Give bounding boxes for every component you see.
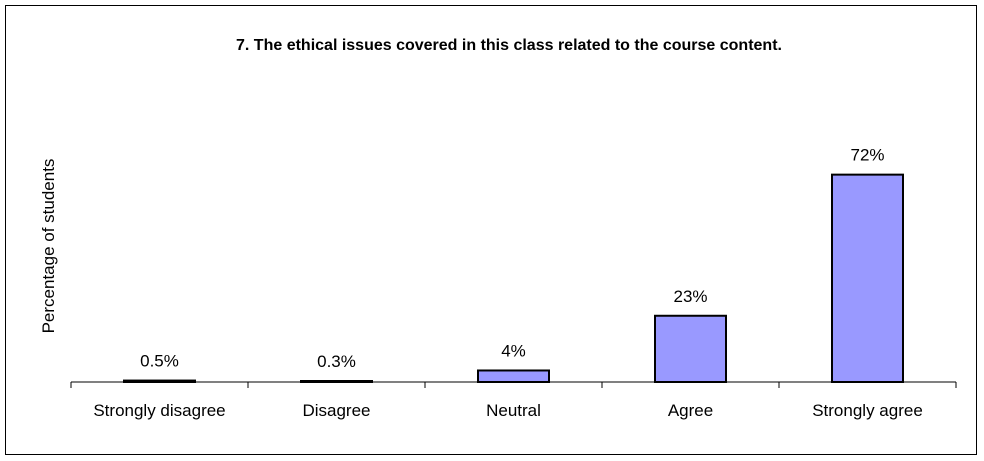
x-tick-label: Agree <box>668 401 713 420</box>
x-tick-label: Strongly agree <box>812 401 923 420</box>
data-label: 4% <box>501 341 526 360</box>
x-tick-label: Strongly disagree <box>93 401 225 420</box>
x-tick-labels: Strongly disagree Disagree Neutral Agree Str… <box>93 401 922 420</box>
y-axis-label: Percentage of students <box>39 159 58 334</box>
data-labels: 0.5% 0.3% 4% 23% 72% <box>140 146 884 371</box>
bar-strongly-agree <box>831 173 904 383</box>
x-tick-label: Neutral <box>486 401 541 420</box>
x-axis-ticks <box>70 382 957 388</box>
x-tick-label: Disagree <box>302 401 370 420</box>
data-label: 0.3% <box>317 352 356 371</box>
data-label: 0.5% <box>140 352 179 371</box>
bar-strongly-disagree <box>123 379 196 383</box>
data-label: 72% <box>850 146 884 165</box>
bars <box>123 173 904 384</box>
chart-title: 7. The ethical issues covered in this cl… <box>236 37 782 54</box>
bar-neutral <box>477 369 550 384</box>
chart-plot: 7. The ethical issues covered in this cl… <box>39 37 957 420</box>
data-label: 23% <box>673 287 707 306</box>
bar-agree <box>654 314 727 384</box>
chart-frame: 7. The ethical issues covered in this cl… <box>5 5 977 455</box>
bar-disagree <box>300 380 373 383</box>
